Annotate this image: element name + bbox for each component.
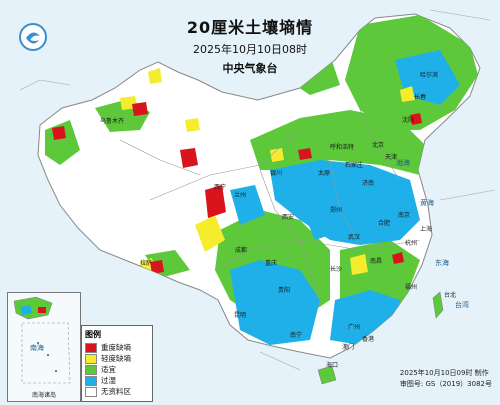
production-time: 2025年10月10日09时 制作 [399,369,489,377]
legend-swatch [85,364,97,375]
city-xining: 西宁 [214,184,227,191]
neighbor-boundary [19,9,496,371]
legend-swatch [85,386,97,397]
city-fuzhou: 福州 [405,284,418,291]
legend-label: 适宜 [101,365,116,374]
south-china-sea-inset: 南海 南海诸岛 [7,292,81,402]
city-changsha: 长沙 [330,266,343,273]
inset-map [13,296,71,384]
map-header: 20厘米土壤墒情 2025年10月10日08时 中央气象台 [0,14,500,76]
page-title: 20厘米土壤墒情 [186,18,314,37]
legend-item: 适宜 [85,364,152,375]
sea-label-donghai: 东海 [435,259,449,267]
legend-label: 过湿 [101,376,116,385]
city-lanzhou: 兰州 [234,192,247,199]
footer: 2025年10月10日09时 制作 审图号: GS（2019）3082号 [400,368,492,390]
city-guangzhou: 广州 [348,324,361,331]
legend-label: 重度缺墒 [101,343,131,352]
city-taipei: 台北 [444,292,457,299]
city-haerbin: 哈尔滨 [420,72,439,79]
inset-label: 南海诸岛 [31,392,56,399]
legend-label: 轻度缺墒 [101,354,131,363]
sea-label-bohai: 渤海 [396,159,410,167]
city-wulumuqi: 乌鲁木齐 [100,118,125,125]
legend-label: 无资料区 [101,387,131,396]
city-shenyang: 沈阳 [402,117,415,124]
city-changchun: 长春 [414,94,427,101]
map-approval-number: 审图号: GS（2019）3082号 [399,380,492,388]
city-xianggang: 香港 [362,336,375,343]
city-hefei: 合肥 [378,220,391,227]
issuer: 中央气象台 [222,62,278,75]
legend-swatch [85,342,97,353]
city-lasa: 拉萨 [140,260,153,267]
city-jinan: 济南 [362,180,375,187]
taiwan-island [432,291,444,319]
legend-title: 图例 [85,330,101,339]
city-zhengzhou: 郑州 [330,207,343,214]
city-xian: 西安 [282,214,295,221]
severe-drought-zone [52,102,422,274]
legend-item: 轻度缺墒 [85,353,152,364]
legend-swatch [85,375,97,386]
city-shijiazhuang: 石家庄 [345,162,364,169]
city-tianjin: 天津 [385,154,398,161]
legend-item: 重度缺墒 [85,342,152,353]
city-aomen: 澳门 [342,344,355,351]
city-nanchang: 南昌 [370,258,383,265]
cma-logo [19,23,47,51]
city-chengdu: 成都 [235,247,248,254]
timestamp: 2025年10月10日08时 [193,43,307,56]
city-kunming: 昆明 [234,312,247,319]
taiwan-label: 台湾 [455,301,469,309]
city-beijing: 北京 [372,142,385,149]
legend: 图例 重度缺墒 轻度缺墒 适宜 过湿 无资料区 [81,325,153,402]
city-guiyang: 贵阳 [278,287,291,294]
hainan-island [317,365,337,385]
city-taiyuan: 太原 [318,170,331,177]
city-nanjing: 南京 [398,212,411,219]
city-nanning: 南宁 [290,332,303,339]
sea-label-huanghai: 黄海 [420,199,434,207]
city-haikou: 海口 [326,362,339,369]
city-huhehaote: 呼和浩特 [330,144,355,151]
legend-item: 无资料区 [85,386,152,397]
city-hangzhou: 杭州 [405,240,418,247]
city-wuhan: 武汉 [348,234,361,241]
legend-swatch [85,353,97,364]
inset-sea-label: 南海 [30,344,44,352]
city-yinchuan: 银川 [270,170,283,177]
city-shanghai: 上海 [420,226,433,233]
legend-item: 过湿 [85,375,152,386]
city-chongqing: 重庆 [265,260,278,267]
province-borders [119,109,421,301]
